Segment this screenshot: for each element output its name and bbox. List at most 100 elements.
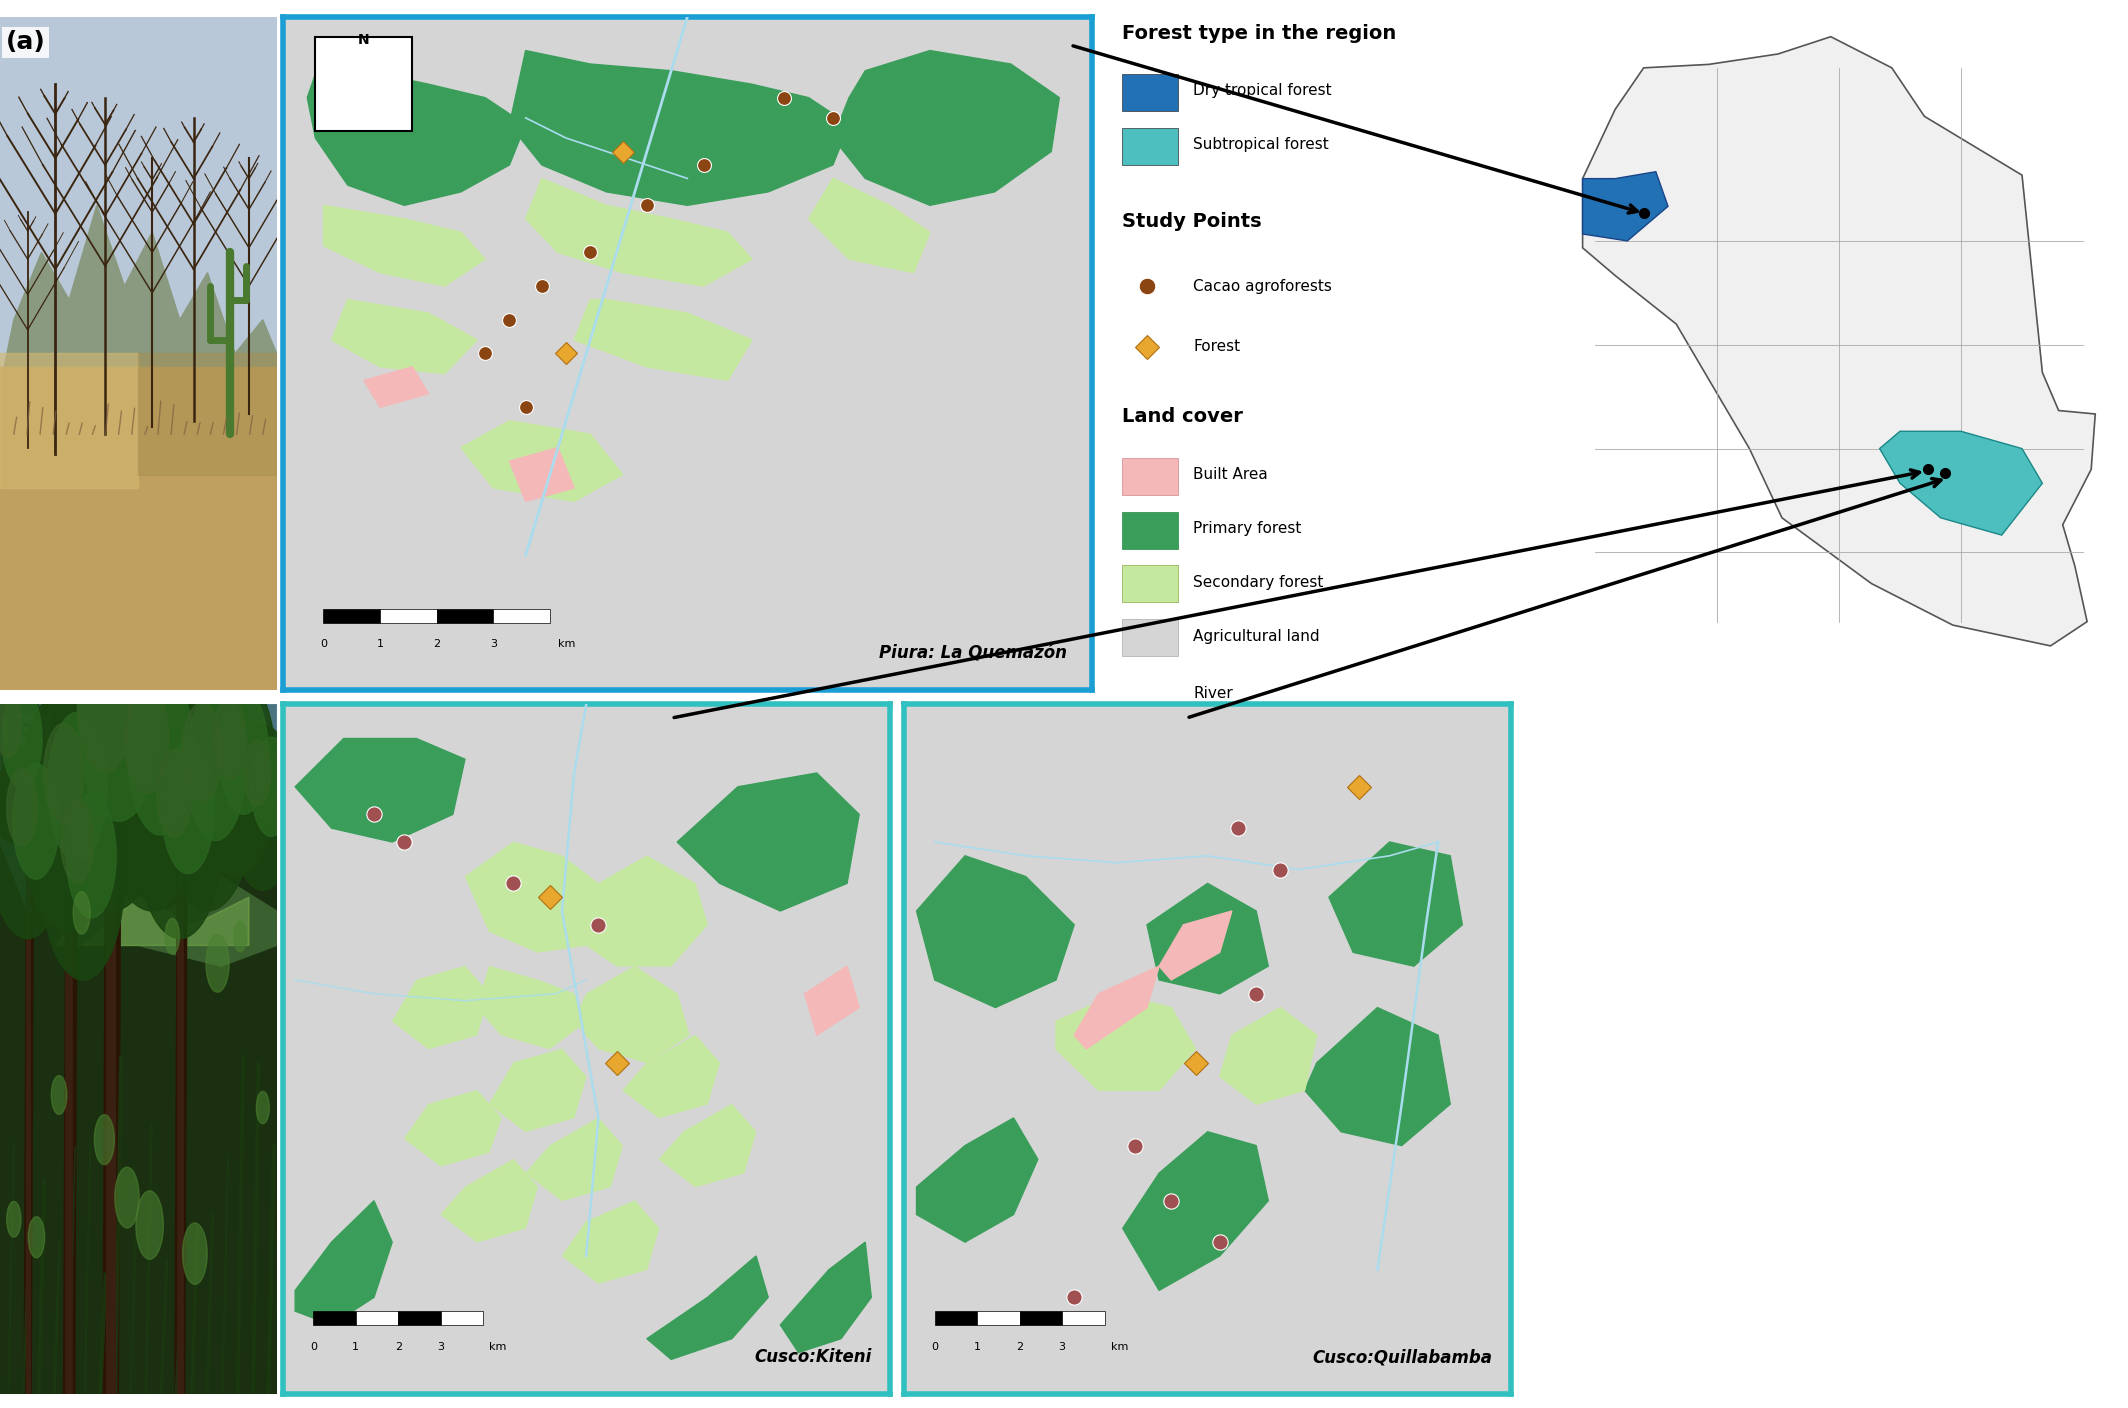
Polygon shape xyxy=(562,1201,660,1284)
Bar xyxy=(315,37,413,131)
Polygon shape xyxy=(404,1090,502,1166)
Text: Land cover: Land cover xyxy=(1121,407,1243,427)
Polygon shape xyxy=(323,206,485,286)
Polygon shape xyxy=(917,856,1075,1008)
Circle shape xyxy=(185,691,245,841)
Text: Cusco:Kiteni: Cusco:Kiteni xyxy=(753,1349,870,1366)
Circle shape xyxy=(43,773,123,980)
Circle shape xyxy=(28,1217,45,1257)
Polygon shape xyxy=(575,966,689,1063)
Polygon shape xyxy=(296,1201,392,1325)
Circle shape xyxy=(255,1091,270,1124)
Polygon shape xyxy=(1219,1008,1317,1104)
Polygon shape xyxy=(1055,994,1196,1090)
Polygon shape xyxy=(585,856,706,966)
Text: River: River xyxy=(1194,686,1232,701)
Bar xyxy=(313,1311,355,1325)
Polygon shape xyxy=(660,1104,755,1187)
Circle shape xyxy=(136,1191,164,1259)
Polygon shape xyxy=(1124,1132,1268,1290)
Circle shape xyxy=(0,676,47,842)
Polygon shape xyxy=(647,1256,768,1360)
Bar xyxy=(1019,1311,1062,1325)
Polygon shape xyxy=(781,1242,870,1353)
Text: Cusco:Quillabamba: Cusco:Quillabamba xyxy=(1313,1349,1492,1366)
Polygon shape xyxy=(526,179,751,286)
Circle shape xyxy=(234,921,247,952)
Polygon shape xyxy=(809,179,930,273)
Circle shape xyxy=(157,749,192,838)
Text: 2: 2 xyxy=(1015,1342,1024,1352)
Text: Dry tropical forest: Dry tropical forest xyxy=(1194,83,1332,99)
Polygon shape xyxy=(1879,431,2043,535)
Bar xyxy=(323,610,381,622)
Bar xyxy=(436,610,494,622)
Circle shape xyxy=(194,669,277,876)
Bar xyxy=(1121,620,1177,656)
Text: 1: 1 xyxy=(975,1342,981,1352)
Text: Built Area: Built Area xyxy=(1194,467,1268,482)
Circle shape xyxy=(62,801,94,883)
Bar xyxy=(1121,458,1177,494)
Bar xyxy=(494,610,549,622)
Polygon shape xyxy=(624,1035,719,1118)
Polygon shape xyxy=(83,897,249,946)
Polygon shape xyxy=(477,966,585,1049)
Bar xyxy=(1121,128,1177,165)
Circle shape xyxy=(162,741,215,874)
Bar xyxy=(440,1311,483,1325)
Text: N: N xyxy=(358,34,370,48)
Polygon shape xyxy=(509,51,849,206)
Polygon shape xyxy=(464,842,617,952)
Polygon shape xyxy=(1075,966,1160,1049)
Text: km: km xyxy=(558,639,575,649)
Bar xyxy=(1121,566,1177,603)
Circle shape xyxy=(98,635,209,911)
Circle shape xyxy=(0,745,66,939)
Polygon shape xyxy=(0,206,277,387)
Circle shape xyxy=(19,683,119,932)
Polygon shape xyxy=(804,966,860,1035)
Text: Study Points: Study Points xyxy=(1121,213,1262,231)
Bar xyxy=(1121,511,1177,549)
Bar xyxy=(977,1311,1019,1325)
Polygon shape xyxy=(1328,842,1462,966)
Polygon shape xyxy=(677,773,860,911)
Polygon shape xyxy=(392,966,489,1049)
Bar xyxy=(355,1311,398,1325)
Text: Forest: Forest xyxy=(1194,339,1241,355)
Polygon shape xyxy=(296,738,464,842)
Circle shape xyxy=(206,935,230,993)
Text: 0: 0 xyxy=(319,639,328,649)
Polygon shape xyxy=(462,421,624,501)
Text: Cacao agroforests: Cacao agroforests xyxy=(1194,279,1332,294)
Polygon shape xyxy=(1583,172,1668,241)
Bar xyxy=(934,1311,977,1325)
Circle shape xyxy=(94,1115,115,1164)
Polygon shape xyxy=(832,51,1060,206)
Polygon shape xyxy=(509,448,575,501)
Circle shape xyxy=(123,683,168,794)
Circle shape xyxy=(128,669,194,835)
Circle shape xyxy=(251,738,292,836)
Circle shape xyxy=(47,712,106,862)
Circle shape xyxy=(6,1201,21,1238)
Polygon shape xyxy=(55,876,277,966)
Circle shape xyxy=(2,689,43,788)
Circle shape xyxy=(230,725,296,890)
Polygon shape xyxy=(364,367,428,407)
Bar xyxy=(1062,1311,1104,1325)
Polygon shape xyxy=(575,300,751,380)
Polygon shape xyxy=(0,704,277,911)
Circle shape xyxy=(183,703,221,803)
Text: 3: 3 xyxy=(489,639,496,649)
Circle shape xyxy=(51,1076,66,1115)
Polygon shape xyxy=(332,300,477,373)
Text: km: km xyxy=(489,1342,506,1352)
Text: 1: 1 xyxy=(353,1342,360,1352)
Polygon shape xyxy=(1583,37,2096,646)
Polygon shape xyxy=(526,1118,624,1201)
Polygon shape xyxy=(489,1049,585,1132)
Text: 2: 2 xyxy=(394,1342,402,1352)
Circle shape xyxy=(77,614,160,821)
